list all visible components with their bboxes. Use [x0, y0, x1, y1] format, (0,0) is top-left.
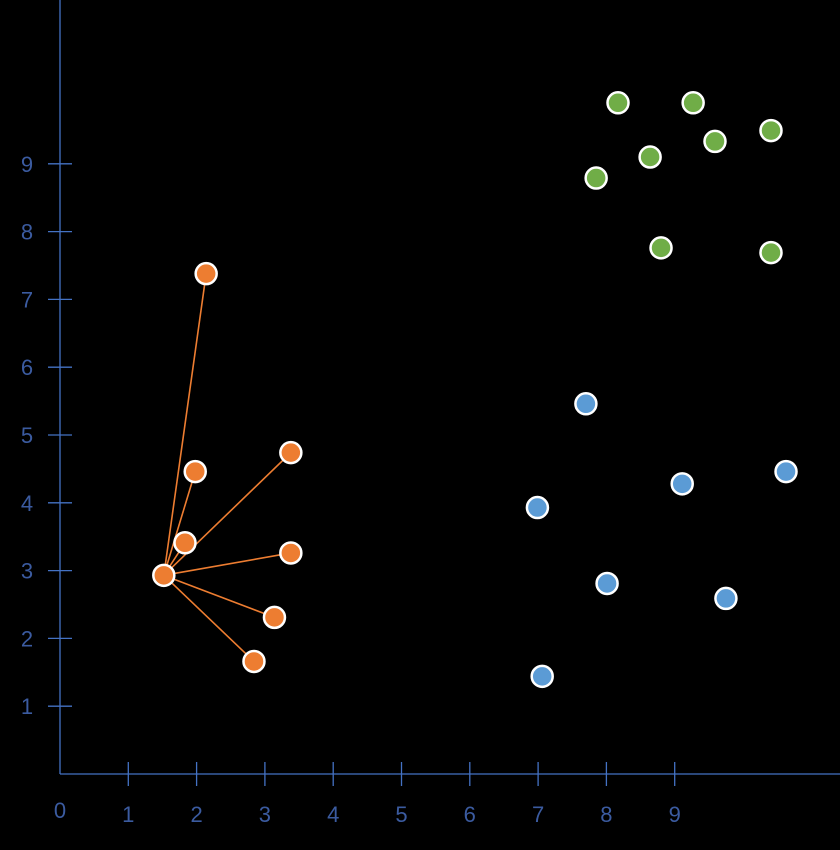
connector-line — [163, 552, 291, 577]
y-tick-label: 5 — [21, 423, 33, 448]
y-tick-label: 6 — [21, 355, 33, 380]
connector-line — [163, 574, 255, 663]
green-data-point — [681, 91, 705, 115]
y-tick-label: 9 — [21, 152, 33, 177]
green-data-point — [638, 145, 662, 169]
green-data-point — [759, 118, 783, 143]
green-data-point — [606, 91, 630, 115]
x-tick-label: 6 — [464, 802, 476, 827]
connector-line — [163, 273, 207, 576]
x-tick-label: 1 — [122, 802, 134, 827]
orange-data-point — [279, 440, 303, 465]
x-tick-label: 7 — [532, 802, 544, 827]
x-tick-label: 5 — [395, 802, 407, 827]
y-tick-label: 1 — [21, 694, 33, 719]
orange-data-point — [279, 541, 303, 565]
y-tick-label: 8 — [21, 220, 33, 245]
blue-data-point — [574, 392, 598, 416]
green-data-point — [584, 166, 608, 190]
y-tick-label: 2 — [21, 626, 33, 651]
connector-line — [163, 452, 292, 576]
x-tick-label: 3 — [259, 802, 271, 827]
x-tick-label: 2 — [190, 802, 202, 827]
data-points — [152, 91, 798, 689]
orange-data-point — [262, 605, 287, 630]
blue-data-point — [714, 586, 738, 611]
x-tick-label: 9 — [669, 802, 681, 827]
blue-data-point — [595, 571, 619, 596]
y-tick-label: 7 — [21, 287, 33, 312]
blue-data-point — [525, 495, 550, 520]
green-data-point — [759, 240, 783, 265]
orange-data-point — [173, 531, 197, 555]
x-tick-label: 4 — [327, 802, 339, 827]
green-data-point — [649, 236, 673, 260]
orange-data-point — [152, 563, 176, 588]
orange-data-point — [242, 649, 266, 674]
blue-data-point — [530, 664, 554, 689]
x-tick-label: 0 — [54, 798, 66, 823]
orange-data-point — [183, 459, 207, 484]
connector-line — [163, 574, 275, 619]
y-tick-label: 3 — [21, 559, 33, 584]
connector-lines — [163, 273, 292, 663]
connector-line — [163, 471, 196, 576]
axes: 0 1 2 3 4 5 6 7 8 9 1 2 3 4 5 6 7 8 9 — [21, 0, 840, 827]
blue-data-point — [774, 459, 798, 484]
x-tick-label: 8 — [600, 802, 612, 827]
blue-data-point — [670, 472, 694, 496]
orange-data-point — [194, 261, 218, 286]
y-tick-label: 4 — [21, 491, 33, 516]
green-data-point — [703, 129, 727, 154]
